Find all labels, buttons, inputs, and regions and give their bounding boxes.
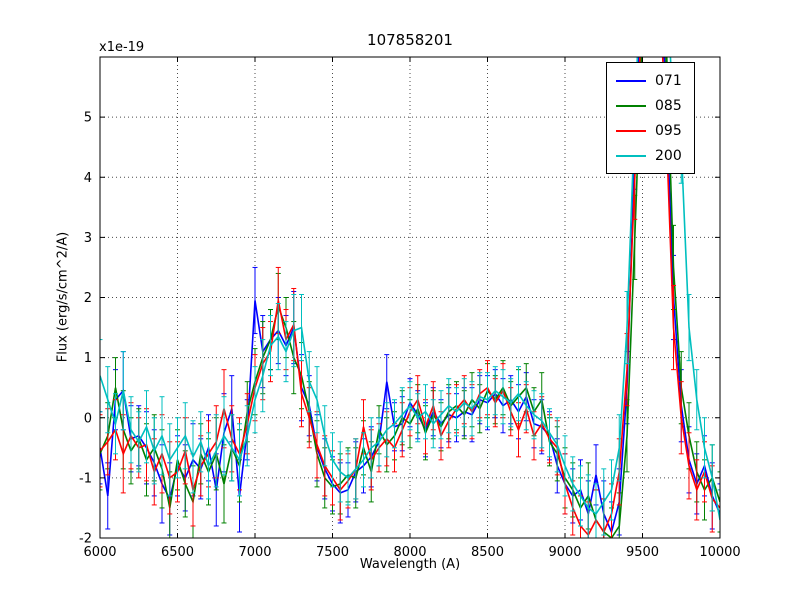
legend-line-sample-095: [616, 129, 646, 132]
legend-label-095: 095: [655, 122, 682, 139]
legend-label-200: 200: [655, 147, 682, 164]
series-200: [100, 57, 720, 538]
y-axis-label: Flux (erg/s/cm^2/A): [55, 231, 71, 363]
line-200: [100, 57, 720, 521]
legend-item-071: 071: [616, 69, 682, 92]
legend-label-085: 085: [655, 97, 682, 114]
x-tick-label: 10000: [699, 545, 740, 560]
plot-title: 107858201: [367, 31, 453, 49]
legend-line-sample-200: [616, 154, 646, 157]
y-axis-offset-label: x1e-19: [99, 40, 145, 55]
x-tick-label: 9000: [548, 545, 581, 560]
legend-item-095: 095: [616, 119, 682, 142]
x-axis-label: Wavelength (A): [359, 557, 461, 572]
x-tick-label: 7000: [238, 545, 271, 560]
legend-line-sample-085: [616, 104, 646, 107]
y-tick-label: 4: [84, 171, 92, 186]
legend-line-sample-071: [616, 79, 646, 82]
legend-item-085: 085: [616, 94, 682, 117]
legend-item-200: 200: [616, 144, 682, 167]
y-tick-label: 0: [84, 411, 92, 426]
x-tick-label: 6000: [83, 545, 116, 560]
x-tick-label: 8000: [393, 545, 426, 560]
y-tick-label: 1: [84, 351, 92, 366]
y-tick-label: -2: [79, 532, 92, 547]
legend-label-071: 071: [655, 72, 682, 89]
y-tick-label: 3: [84, 231, 92, 246]
x-tick-label: 8500: [471, 545, 504, 560]
tick-labels: 6000 6500 7000 7500 8000 8500 9000 9500 10000 -2 -…: [79, 111, 741, 560]
y-tick-label: 2: [84, 291, 92, 306]
x-tick-label: 7500: [316, 545, 349, 560]
y-tick-label: -1: [79, 471, 92, 486]
x-tick-label: 6500: [161, 545, 194, 560]
ticks: [99, 57, 721, 539]
y-tick-label: 5: [84, 111, 92, 126]
legend: 071 085 095 200: [606, 62, 695, 174]
x-tick-label: 9500: [626, 545, 659, 560]
